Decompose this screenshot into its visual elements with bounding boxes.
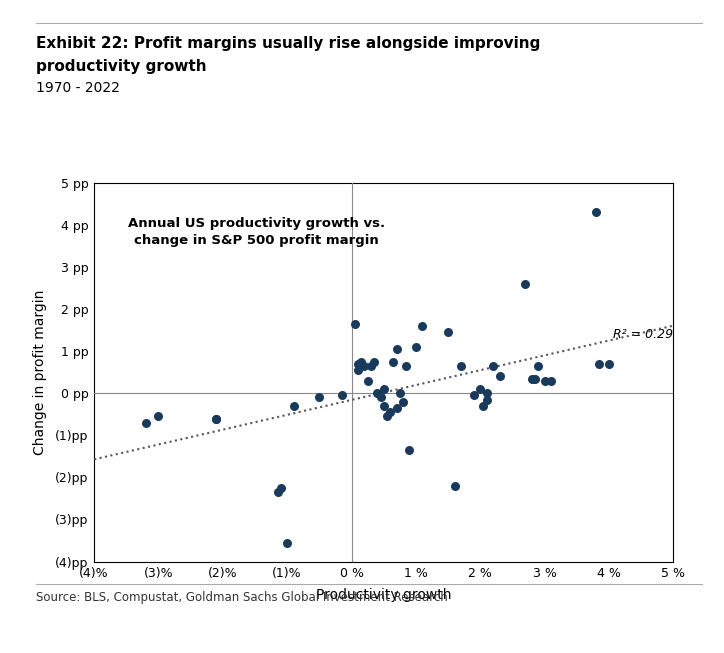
Point (375, 392, 387, 403)
Point (381, 411, 392, 422)
Point (520, 279, 531, 289)
Point (282, 537, 293, 548)
Point (378, 384, 390, 394)
Point (481, 388, 492, 398)
Text: Annual US productivity growth vs.
change in S&P 500 profit margin: Annual US productivity growth vs. change… (127, 217, 385, 247)
Point (594, 358, 605, 369)
Point (384, 407, 396, 417)
Point (272, 487, 283, 498)
Point (397, 396, 409, 407)
Point (365, 360, 376, 371)
Point (378, 401, 390, 411)
Point (352, 358, 363, 369)
Y-axis label: Change in profit margin: Change in profit margin (33, 289, 47, 455)
Point (153, 411, 164, 422)
Point (449, 481, 460, 491)
Point (313, 392, 325, 403)
Point (211, 413, 222, 424)
Point (394, 388, 405, 398)
Text: productivity growth: productivity growth (36, 59, 207, 74)
Point (211, 413, 222, 424)
Point (336, 390, 348, 400)
Point (275, 483, 287, 493)
Point (416, 321, 428, 331)
Point (603, 358, 615, 369)
Point (355, 357, 367, 367)
Point (358, 360, 370, 371)
Point (288, 401, 300, 411)
Point (391, 403, 403, 413)
Point (590, 207, 602, 217)
Point (387, 357, 399, 367)
Point (404, 445, 416, 455)
Point (140, 417, 151, 428)
Point (369, 357, 380, 367)
Point (442, 327, 454, 338)
Text: R² = 0.29: R² = 0.29 (613, 328, 673, 341)
Point (545, 375, 557, 386)
Text: Source: BLS, Compustat, Goldman Sachs Global Investment Research: Source: BLS, Compustat, Goldman Sachs Gl… (36, 591, 448, 604)
Point (532, 360, 544, 371)
Point (478, 401, 489, 411)
Point (487, 360, 499, 371)
Point (455, 360, 467, 371)
Point (526, 374, 537, 384)
Text: Exhibit 22: Profit margins usually rise alongside improving: Exhibit 22: Profit margins usually rise … (36, 36, 541, 51)
X-axis label: Productivity growth: Productivity growth (316, 588, 452, 603)
Point (529, 374, 541, 384)
Point (494, 371, 505, 381)
Point (410, 342, 421, 352)
Point (352, 365, 363, 375)
Point (349, 319, 361, 329)
Point (391, 344, 403, 355)
Point (474, 384, 486, 394)
Text: 1970 - 2022: 1970 - 2022 (36, 81, 120, 95)
Point (362, 375, 374, 386)
Point (539, 375, 550, 386)
Point (468, 390, 479, 400)
Point (481, 394, 492, 405)
Point (371, 388, 383, 398)
Point (400, 360, 412, 371)
